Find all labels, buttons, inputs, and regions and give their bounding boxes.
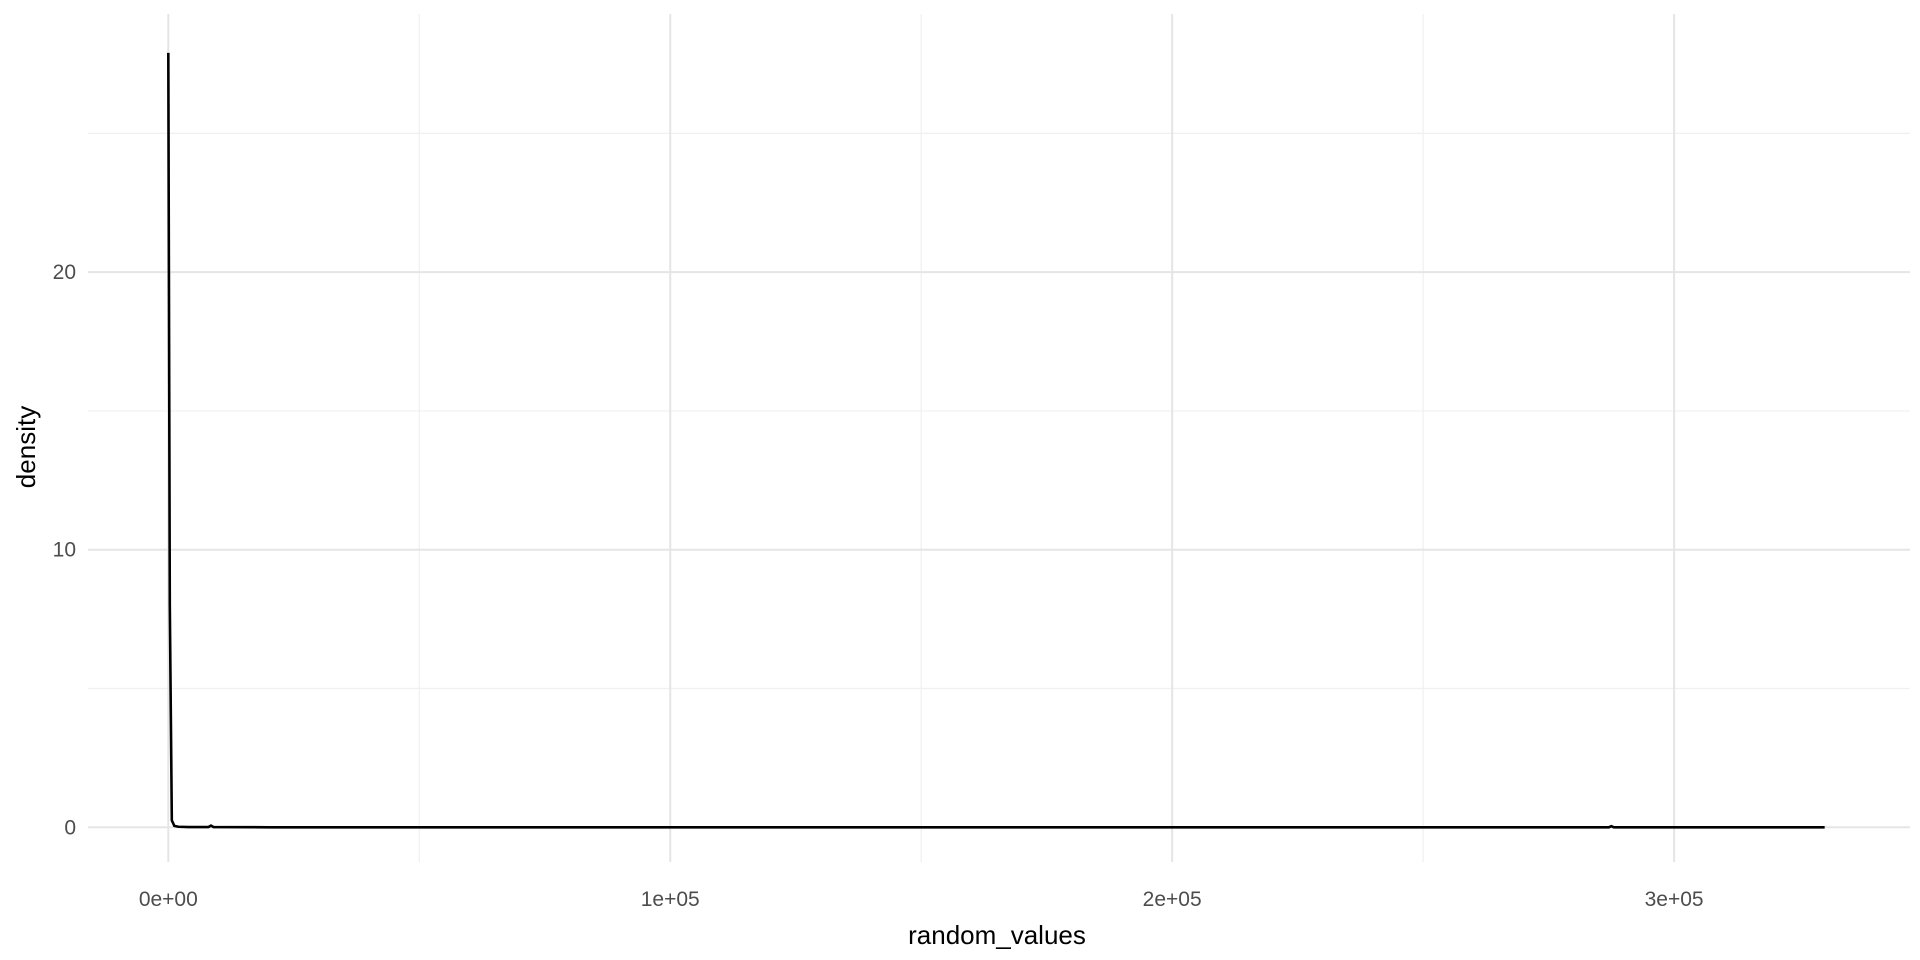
y-tick-label: 10 [53,539,76,562]
x-tick-label: 0e+00 [139,888,198,911]
x-axis-title: random_values [908,920,1086,950]
x-tick-labels: 0e+00 1e+05 2e+05 3e+05 [139,888,1704,911]
x-tick-label: 3e+05 [1645,888,1704,911]
density-line [167,52,1825,829]
y-tick-labels: 0 10 20 [53,261,76,839]
minor-gridlines [88,14,1910,862]
y-axis-title: density [11,406,41,488]
major-gridlines [88,14,1910,862]
x-tick-label: 1e+05 [641,888,700,911]
density-series [167,52,1825,829]
x-tick-label: 2e+05 [1143,888,1202,911]
y-tick-label: 20 [53,261,76,284]
y-tick-label: 0 [64,816,76,839]
